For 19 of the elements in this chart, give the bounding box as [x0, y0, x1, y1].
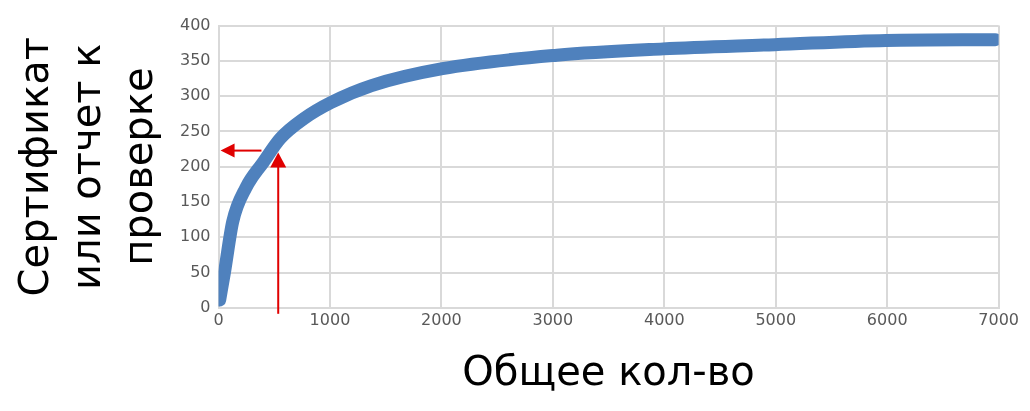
y-axis-title: Сертификат или отчет к проверке — [11, 37, 162, 297]
y-tick-label: 350 — [179, 50, 211, 70]
x-tick-label: 2000 — [421, 309, 462, 329]
x-tick-label: 4000 — [643, 309, 685, 329]
x-tick-label: 5000 — [755, 309, 797, 329]
y-tick-label: 200 — [179, 155, 211, 175]
x-tick-label: 7000 — [978, 309, 1019, 329]
x-tick-label: 0 — [213, 309, 224, 329]
y-tick-label: 50 — [190, 261, 211, 281]
y-tick-label: 0 — [200, 296, 211, 316]
x-tick-label: 1000 — [309, 309, 351, 329]
y-tick-label: 300 — [179, 85, 211, 105]
y-tick-label: 250 — [179, 120, 211, 140]
x-axis-title: Общее кол-во — [462, 348, 755, 395]
y-tick-label: 400 — [179, 14, 211, 34]
y-tick-label: 150 — [179, 191, 211, 211]
x-tick-label: 3000 — [532, 309, 574, 329]
x-tick-label: 6000 — [866, 309, 908, 329]
y-tick-label: 100 — [179, 226, 211, 246]
